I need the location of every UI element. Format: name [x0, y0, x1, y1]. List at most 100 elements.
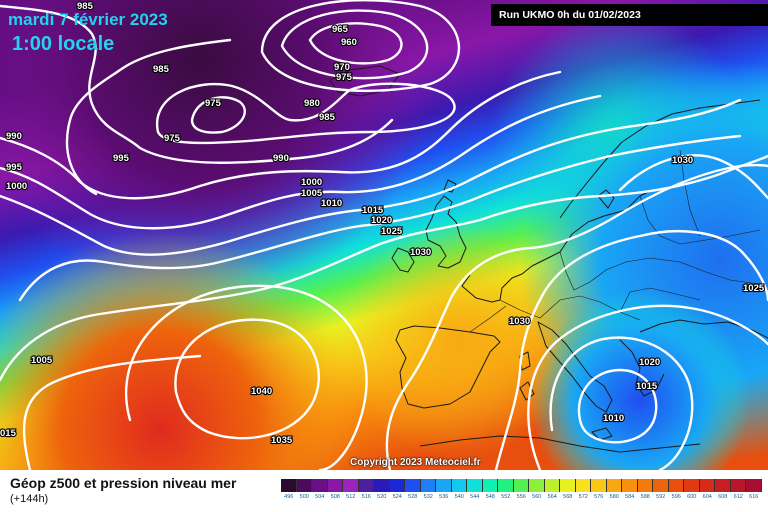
legend-tick-label: 592: [656, 494, 666, 500]
isobar-label: 975: [164, 133, 181, 144]
legend-tick-label: 560: [532, 494, 542, 500]
legend-swatch: [544, 479, 560, 492]
isobar-label: 1005: [301, 188, 323, 199]
legend-tick-label: 568: [563, 494, 573, 500]
footer-bar: Géop z500 et pression niveau mer (+144h)…: [0, 470, 768, 512]
legend-swatch: [451, 479, 467, 492]
isobar-label: 985: [77, 1, 94, 12]
legend-swatch: [405, 479, 421, 492]
legend-tick-label: 572: [578, 494, 588, 500]
forecast-map: 985 965 960 970 975 985 975 975 980 985 …: [0, 0, 768, 470]
legend-swatch: [420, 479, 436, 492]
isobar-label: 1025: [381, 226, 403, 237]
isobar-label: 970: [334, 62, 350, 73]
legend-tick-label: 528: [408, 494, 418, 500]
legend-tick-label: 540: [454, 494, 464, 500]
legend-swatch: [668, 479, 684, 492]
isobar-label: 990: [273, 153, 289, 164]
legend-swatch: [606, 479, 622, 492]
legend-swatch: [343, 479, 359, 492]
legend-tick-label: 612: [733, 494, 743, 500]
isobar-label: 1030: [410, 247, 431, 258]
legend-tick-label: 552: [501, 494, 511, 500]
isobar-label: 1010: [603, 413, 624, 424]
color-scale-legend: 496 500 504 508 512 516 520 524 528 532 536 540 544 5…: [281, 479, 762, 500]
isobar-label: 985: [319, 112, 336, 123]
legend-tick-label: 564: [547, 494, 557, 500]
isobar-label: 015: [0, 428, 17, 439]
pressure-labels: 985 965 960 970 975 985 975 975 980 985 …: [0, 0, 766, 447]
isobar-label: 995: [113, 153, 130, 164]
legend-tick-label: 520: [377, 494, 387, 500]
legend-tick-label: 496: [284, 494, 294, 500]
run-info-label: Run UKMO 0h du 01/02/2023: [491, 4, 768, 26]
legend-tick-label: 512: [346, 494, 356, 500]
isobar-label: 1020: [639, 357, 660, 368]
isobar-label: 1015: [636, 381, 658, 392]
legend-swatch: [281, 479, 297, 492]
legend-swatch: [560, 479, 576, 492]
legend-tick-label: 576: [594, 494, 604, 500]
legend-tick-label: 556: [516, 494, 526, 500]
isobar-label: 1005: [31, 355, 53, 366]
legend-tick-labels: 496 500 504 508 512 516 520 524 528 532 536 540 544 5…: [281, 494, 762, 500]
isobar-label: 975: [336, 72, 353, 83]
copyright-text: Copyright 2023 Meteociel.fr: [350, 457, 481, 468]
legend-tick-label: 532: [423, 494, 433, 500]
legend-swatch: [436, 479, 452, 492]
forecast-time-title: 1:00 locale: [12, 33, 115, 55]
legend-swatch: [637, 479, 653, 492]
legend-tick-label: 504: [315, 494, 325, 500]
legend-tick-label: 536: [439, 494, 449, 500]
isobar-label: 980: [304, 98, 320, 109]
isobar-label: 1040: [251, 386, 272, 397]
isobar-label: 1015: [362, 205, 384, 216]
legend-tick-label: 584: [625, 494, 635, 500]
legend-tick-label: 544: [470, 494, 480, 500]
legend-swatch: [653, 479, 669, 492]
legend-tick-label: 516: [361, 494, 371, 500]
legend-tick-label: 548: [485, 494, 495, 500]
legend-swatch: [684, 479, 700, 492]
legend-swatch: [296, 479, 312, 492]
legend-swatch: [529, 479, 545, 492]
isobar-label: 990: [6, 131, 22, 142]
legend-tick-label: 608: [718, 494, 728, 500]
coastlines: [329, 65, 768, 453]
country-borders: [469, 149, 761, 333]
legend-swatch: [715, 479, 731, 492]
legend-tick-label: 600: [687, 494, 697, 500]
legend-swatch: [699, 479, 715, 492]
forecast-lead-time: (+144h): [10, 493, 49, 505]
legend-swatches: [281, 479, 762, 492]
isobar-label: 985: [153, 64, 170, 75]
forecast-date-title: mardi 7 février 2023: [8, 10, 168, 29]
isobar-label: 1010: [321, 198, 342, 209]
legend-swatch: [482, 479, 498, 492]
isobar-label: 1025: [743, 283, 765, 294]
legend-tick-label: 616: [749, 494, 759, 500]
isobars: [0, 0, 768, 470]
isobar-label: 960: [341, 37, 357, 48]
legend-swatch: [575, 479, 591, 492]
chart-variable-title: Géop z500 et pression niveau mer: [10, 475, 237, 491]
legend-swatch: [312, 479, 328, 492]
legend-swatch: [513, 479, 529, 492]
legend-tick-label: 604: [702, 494, 712, 500]
isobar-label: 1000: [301, 177, 322, 188]
legend-swatch: [358, 479, 374, 492]
legend-swatch: [622, 479, 638, 492]
legend-swatch: [374, 479, 390, 492]
legend-swatch: [389, 479, 405, 492]
isobar-label: 1030: [509, 316, 530, 327]
isobar-label: 1000: [6, 181, 27, 192]
legend-swatch: [730, 479, 746, 492]
legend-tick-label: 508: [330, 494, 340, 500]
isobar-label: 1035: [271, 435, 293, 446]
legend-swatch: [327, 479, 343, 492]
isobar-label: 995: [6, 162, 23, 173]
legend-swatch: [746, 479, 762, 492]
legend-tick-label: 500: [299, 494, 309, 500]
isobar-label: 1030: [672, 155, 693, 166]
legend-tick-label: 580: [609, 494, 619, 500]
